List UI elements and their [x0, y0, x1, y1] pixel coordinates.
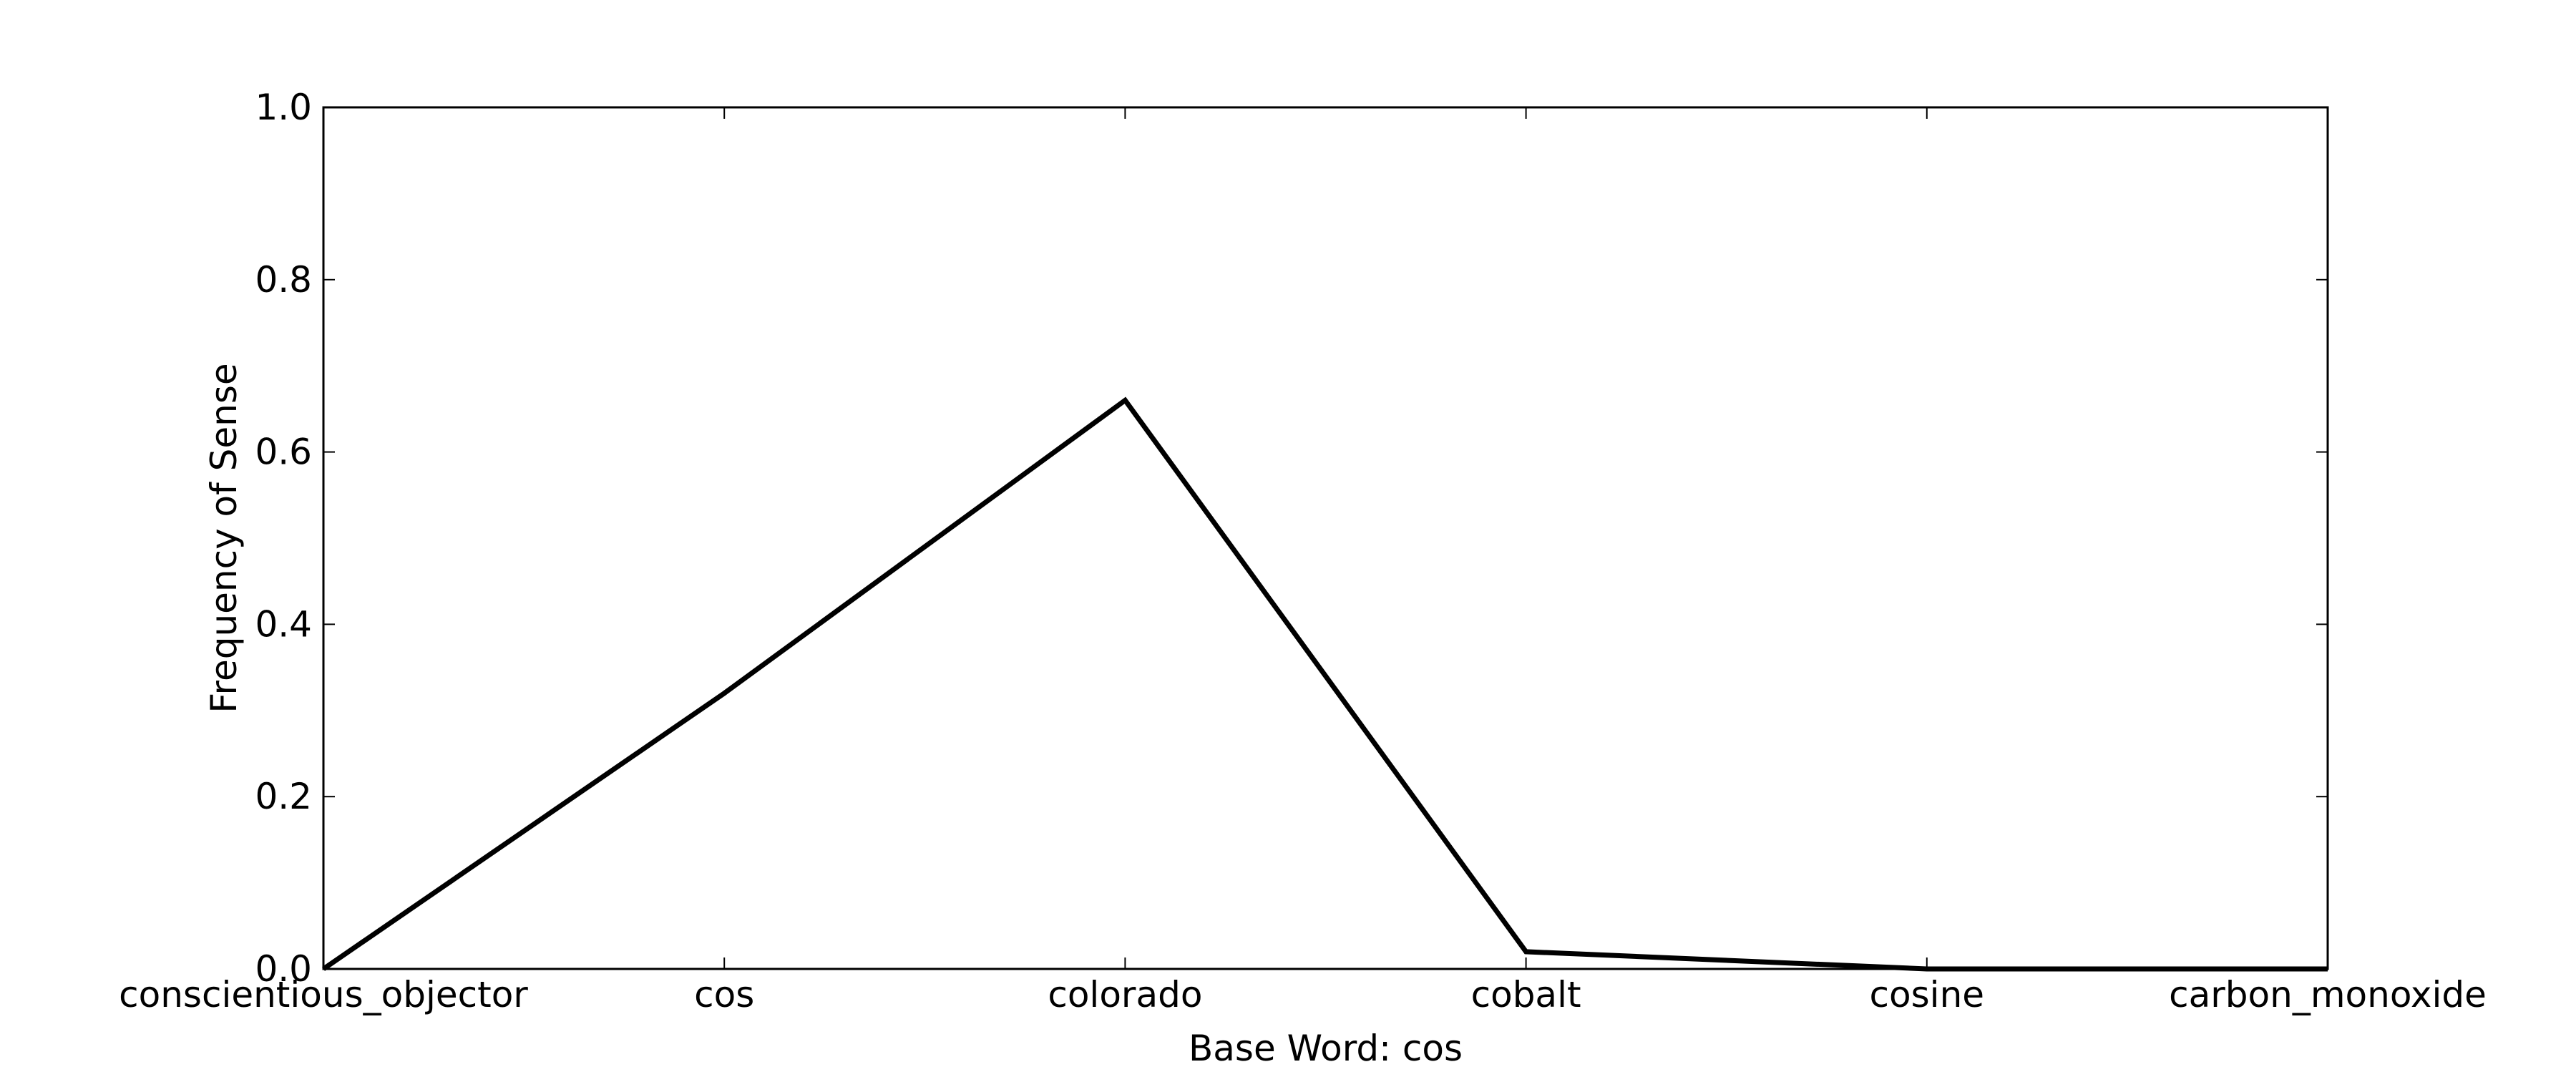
x-axis-label: Base Word: cos [1189, 1028, 1463, 1069]
y-tick-label: 0.8 [255, 259, 312, 301]
y-tick-label: 0.4 [255, 603, 312, 645]
y-axis-label: Frequency of Sense [203, 363, 245, 713]
x-tick-label: cobalt [1471, 974, 1581, 1015]
y-tick-label: 0.6 [255, 432, 312, 473]
y-tick-label: 1.0 [255, 87, 312, 128]
x-tick-label: conscientious_objector [119, 974, 528, 1015]
x-tick-label: cos [694, 974, 754, 1015]
x-tick-label: colorado [1048, 974, 1202, 1015]
y-tick-label: 0.2 [255, 776, 312, 817]
x-tick-label: cosine [1870, 974, 1984, 1015]
x-tick-label: carbon_monoxide [2169, 974, 2487, 1015]
